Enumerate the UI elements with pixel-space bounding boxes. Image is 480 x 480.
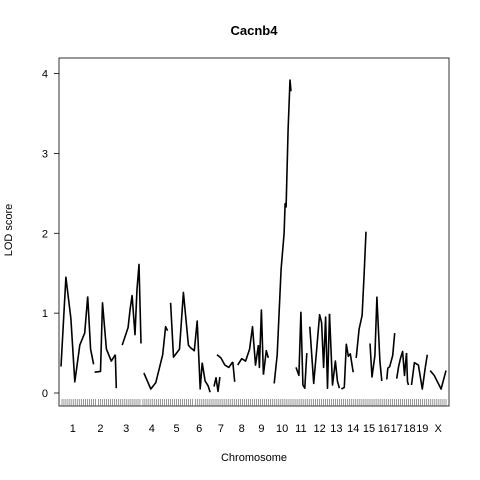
x-tick-label: 18 bbox=[403, 423, 415, 435]
x-axis-title: Chromosome bbox=[221, 452, 287, 464]
series-line bbox=[201, 362, 211, 393]
x-tick-label: 6 bbox=[196, 423, 202, 435]
series-line bbox=[232, 361, 236, 382]
x-tick-label: 19 bbox=[416, 423, 428, 435]
y-axis-title: LOD score bbox=[3, 204, 15, 257]
series-line bbox=[262, 349, 270, 375]
series-line bbox=[328, 313, 341, 389]
lod-series bbox=[60, 79, 447, 393]
x-tick-label: 5 bbox=[173, 423, 179, 435]
x-tick-label: 12 bbox=[314, 423, 326, 435]
x-tick-label: 13 bbox=[330, 423, 342, 435]
x-tick-label: 10 bbox=[276, 423, 288, 435]
series-line bbox=[355, 231, 367, 358]
y-tick-label: 2 bbox=[42, 228, 48, 240]
marker-ticks bbox=[61, 399, 447, 406]
series-line bbox=[395, 350, 408, 379]
y-tick-label: 3 bbox=[42, 148, 48, 160]
series-line bbox=[86, 296, 95, 365]
series-line bbox=[114, 354, 118, 389]
series-line bbox=[257, 309, 265, 375]
x-tick-label: 16 bbox=[378, 423, 390, 435]
series-line bbox=[341, 343, 354, 390]
series-line bbox=[189, 320, 203, 390]
series-line bbox=[424, 354, 429, 368]
series-line bbox=[94, 301, 116, 373]
series-line bbox=[143, 325, 169, 390]
series-line bbox=[405, 353, 410, 386]
plot-frame bbox=[58, 57, 450, 407]
y-tick-label: 0 bbox=[42, 388, 48, 400]
x-tick-label: 11 bbox=[295, 423, 306, 435]
x-tick-label: 3 bbox=[123, 423, 129, 435]
series-line bbox=[386, 333, 396, 380]
series-line bbox=[309, 313, 331, 390]
chart-title: Cacnb4 bbox=[231, 23, 279, 38]
series-line bbox=[60, 276, 89, 383]
x-tick-label: 1 bbox=[70, 423, 76, 435]
series-line bbox=[410, 361, 427, 390]
y-tick-label: 4 bbox=[42, 69, 48, 81]
x-tick-label: 8 bbox=[239, 423, 245, 435]
x-tick-label: 15 bbox=[363, 423, 375, 435]
series-line bbox=[295, 311, 308, 390]
series-line bbox=[237, 325, 260, 366]
x-tick-label: 17 bbox=[391, 423, 403, 435]
x-tick-label: X bbox=[434, 423, 442, 435]
y-tick-label: 1 bbox=[42, 308, 48, 320]
series-line bbox=[369, 296, 383, 382]
series-line bbox=[273, 79, 292, 384]
x-tick-label: 7 bbox=[218, 423, 224, 435]
series-line bbox=[429, 370, 447, 390]
x-tick-label: 2 bbox=[97, 423, 103, 435]
series-line bbox=[121, 263, 142, 346]
x-tick-label: 4 bbox=[149, 423, 155, 435]
series-line bbox=[169, 291, 191, 358]
y-axis: 0 1 2 3 4 bbox=[42, 69, 59, 400]
x-tick-label: 14 bbox=[347, 423, 359, 435]
series-line bbox=[213, 376, 221, 393]
series-line bbox=[216, 354, 234, 369]
x-axis-labels: 1 2 3 4 5 6 7 8 9 10 11 12 13 14 15 16 17 18 19 X bbox=[70, 423, 443, 435]
x-tick-label: 9 bbox=[258, 423, 264, 435]
